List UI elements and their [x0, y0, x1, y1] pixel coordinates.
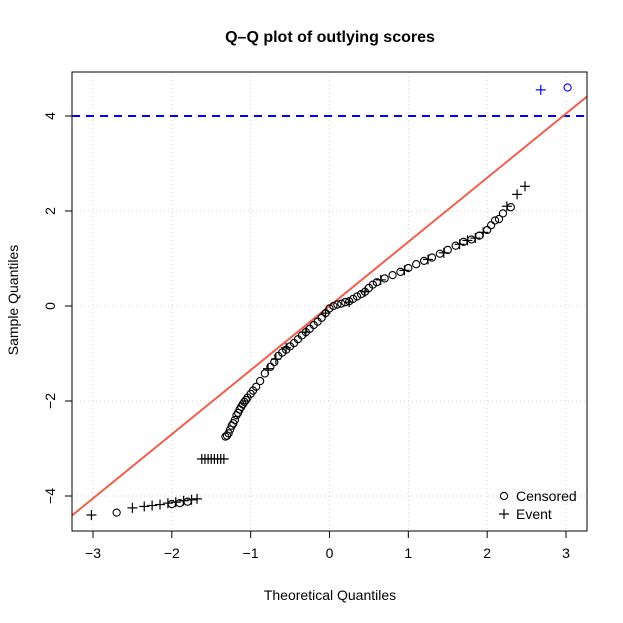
censored-point — [396, 267, 405, 276]
event-point — [155, 499, 166, 510]
event-point — [470, 233, 481, 244]
event-point — [281, 342, 292, 353]
censored-point — [230, 415, 240, 425]
censored-point — [388, 270, 397, 280]
event-point — [478, 227, 489, 238]
censored-point — [270, 357, 279, 367]
legend-censored-marker — [499, 491, 509, 501]
outlier-point — [563, 83, 572, 92]
axes: −3 −2 −1 0 1 2 3 −4 −2 0 2 4 — [42, 71, 588, 561]
points-group — [86, 83, 572, 520]
censored-point — [412, 260, 421, 269]
censored-point — [498, 209, 508, 218]
event-point — [454, 239, 465, 250]
y-tick-label: −2 — [42, 393, 58, 409]
x-axis-label: Theoretical Quantiles — [264, 587, 396, 603]
censored-point — [241, 395, 251, 405]
x-tick-label: 2 — [483, 545, 491, 561]
x-tick-label: 3 — [562, 545, 570, 561]
legend-event-label: Event — [516, 506, 552, 522]
censored-point — [419, 256, 429, 266]
legend-censored-label: Censored — [516, 488, 577, 504]
x-tick-label: 1 — [404, 545, 412, 561]
censored-point — [467, 235, 476, 244]
x-tick-label: 0 — [326, 545, 334, 561]
legend: Censored Event — [499, 488, 577, 522]
y-tick-label: 4 — [42, 112, 58, 120]
censored-point — [486, 221, 496, 230]
event-point — [462, 235, 473, 246]
censored-point — [252, 382, 261, 391]
censored-point — [112, 508, 121, 517]
y-tick-label: 0 — [42, 302, 58, 310]
event-point — [520, 181, 531, 192]
censored-point — [329, 301, 338, 311]
y-tick-label: 2 — [42, 207, 58, 215]
x-tick-label: −1 — [243, 545, 259, 561]
event-point — [300, 327, 311, 338]
censored-point — [506, 203, 515, 212]
event-point — [263, 363, 274, 374]
censored-point — [333, 300, 342, 309]
censored-point — [427, 253, 437, 262]
censored-point — [260, 369, 270, 378]
event-point — [399, 265, 410, 276]
event-point — [512, 189, 523, 200]
event-point — [127, 502, 138, 513]
censored-point — [255, 376, 265, 386]
event-point — [375, 274, 386, 285]
event-point — [186, 494, 197, 505]
event-point — [359, 286, 370, 297]
censored-point — [224, 429, 233, 438]
legend-event-marker — [499, 509, 509, 519]
event-point — [192, 493, 203, 504]
event-point — [147, 500, 158, 511]
x-tick-label: −2 — [164, 545, 180, 561]
event-point — [178, 495, 189, 506]
event-point — [438, 247, 449, 258]
x-tick-label: −3 — [85, 545, 101, 561]
event-point — [501, 201, 512, 212]
censored-point — [451, 241, 460, 250]
censored-point — [183, 497, 192, 506]
censored-point — [435, 249, 445, 258]
event-point — [320, 308, 331, 319]
outlier-point — [535, 84, 546, 95]
censored-point — [337, 299, 346, 308]
censored-point — [380, 274, 389, 283]
censored-point — [490, 216, 500, 225]
chart-title: Q–Q plot of outlying scores — [225, 29, 435, 46]
event-point — [170, 497, 181, 508]
y-axis-label: Sample Quantiles — [5, 245, 21, 356]
grid — [72, 72, 587, 531]
event-point — [162, 498, 173, 509]
event-point — [423, 254, 434, 265]
event-point — [270, 354, 281, 365]
y-tick-label: −4 — [42, 488, 58, 504]
event-point — [344, 297, 355, 308]
event-point — [218, 453, 229, 464]
censored-point — [494, 214, 504, 224]
event-point — [139, 501, 150, 512]
event-point — [86, 510, 97, 520]
